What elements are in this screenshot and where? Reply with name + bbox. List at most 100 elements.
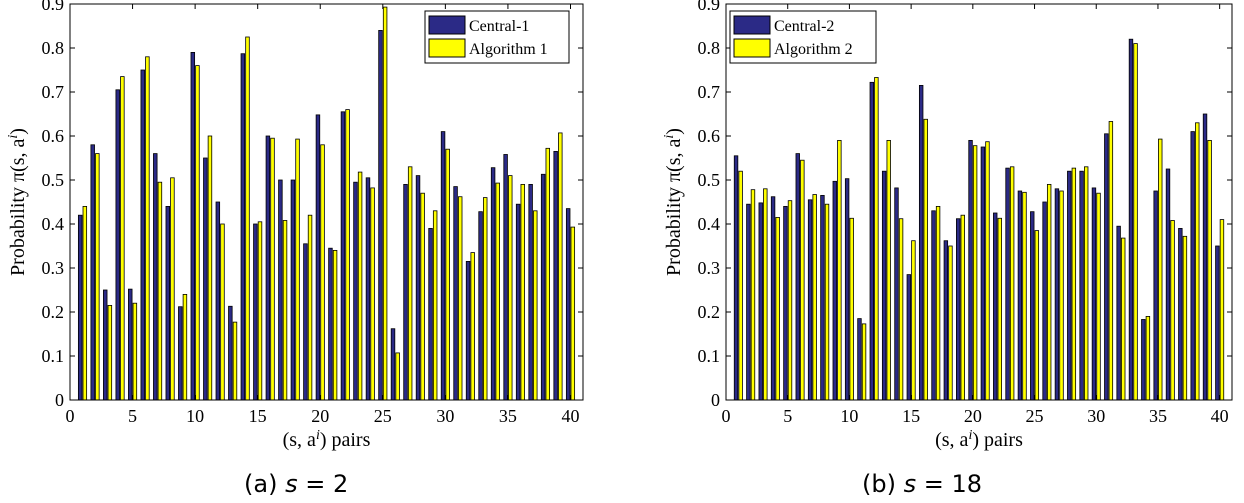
bar-central-3 (758, 202, 763, 401)
bar-algorithm-36 (520, 183, 525, 401)
bar-algorithm-13 (232, 321, 238, 401)
bar-algorithm-29 (432, 210, 438, 401)
bar-algorithm-1 (82, 205, 88, 401)
bar-central-39 (1202, 113, 1208, 401)
bar-central-12 (215, 201, 221, 401)
bar-central-4 (770, 196, 776, 401)
x-tick-label: 30 (1087, 406, 1105, 426)
caption-a-rest: = 2 (297, 470, 349, 498)
bar-central-7 (807, 199, 813, 401)
bar-algorithm-33 (482, 197, 488, 401)
bar-central-25 (1030, 211, 1035, 401)
bar-central-17 (931, 210, 936, 401)
bar-algorithm-3 (763, 188, 768, 401)
bar-central-6 (140, 69, 145, 401)
caption-b-label: (b) (862, 470, 896, 498)
caption-a-label: (a) (244, 470, 278, 498)
y-tick-label: 0.5 (698, 170, 721, 190)
bar-central-5 (783, 205, 788, 401)
bar-central-32 (465, 260, 471, 401)
bar-algorithm-37 (533, 210, 538, 401)
y-tick-label: 0.4 (698, 214, 721, 234)
bar-central-33 (1128, 38, 1134, 401)
bar-central-29 (1079, 170, 1084, 401)
bar-algorithm-7 (157, 181, 163, 401)
bar-central-30 (440, 131, 446, 401)
bar-algorithm-5 (132, 302, 138, 401)
caption-a-var: s (285, 470, 298, 498)
caption-b-var: s (903, 470, 917, 498)
y-tick-label: 0.8 (698, 38, 721, 58)
bar-central-13 (228, 305, 233, 401)
bar-central-8 (165, 205, 171, 401)
bar-central-2 (746, 203, 751, 401)
bar-algorithm-5 (787, 200, 793, 401)
bar-algorithm-12 (220, 223, 225, 401)
bar-central-25 (378, 29, 383, 401)
bar-algorithm-30 (1096, 192, 1101, 401)
bar-algorithm-35 (1158, 138, 1163, 401)
x-tick-label: 20 (311, 406, 329, 426)
y-axis-label: Probability π(s, ai) (662, 128, 686, 276)
figure-canvas: 0 0.1 0.2 0.3 0.4 0.5 0.6 0.7 0.8 0.9 0 5 10 15 20 25 30… (6, 0, 1233, 452)
bar-central-14 (894, 187, 899, 401)
bar-algorithm-29 (1084, 166, 1089, 401)
bar-central-12 (869, 81, 875, 401)
y-axis-label: Probability π(s, ai) (6, 128, 30, 276)
bar-central-9 (832, 180, 837, 401)
legend-swatch-2 (428, 38, 466, 58)
bar-central-14 (240, 53, 246, 401)
bar-algorithm-15 (257, 221, 263, 401)
y-tick-label: 0.1 (698, 346, 721, 366)
bar-algorithm-31 (457, 196, 463, 401)
y-tick-label: 0.1 (42, 346, 65, 366)
bar-algorithm-11 (207, 135, 213, 401)
bar-algorithm-23 (357, 171, 363, 401)
bar-algorithm-1 (738, 170, 743, 401)
bar-central-28 (1067, 170, 1072, 401)
bar-algorithm-4 (120, 76, 125, 401)
bar-algorithm-26 (395, 352, 400, 401)
bar-central-23 (353, 181, 358, 401)
bar-central-24 (365, 177, 371, 401)
bar-central-39 (553, 150, 558, 401)
bar-central-26 (1042, 201, 1047, 401)
bar-central-7 (153, 153, 158, 401)
bar-central-34 (1141, 319, 1146, 401)
bar-algorithm-15 (911, 240, 916, 401)
bar-central-15 (906, 274, 912, 401)
legend-label-2: Algorithm 1 (469, 41, 548, 58)
bar-central-20 (968, 139, 973, 401)
legend-label-1: Central-2 (774, 18, 834, 35)
legend-swatch-1 (428, 15, 466, 35)
bar-central-31 (453, 186, 458, 401)
bar-algorithm-20 (972, 145, 978, 401)
bar-central-10 (190, 52, 196, 401)
bar-central-28 (415, 175, 421, 401)
x-axis-label: (s, ai) pairs (935, 428, 1023, 452)
bar-algorithm-14 (245, 36, 250, 401)
bar-central-21 (980, 146, 986, 401)
x-tick-label: 20 (964, 406, 982, 426)
bar-central-24 (1017, 190, 1023, 401)
bar-algorithm-38 (1195, 122, 1200, 401)
x-tick-label: 35 (499, 406, 517, 426)
bar-algorithm-30 (445, 148, 450, 401)
bar-algorithm-2 (750, 189, 756, 401)
x-axis-label: (s, ai) pairs (283, 428, 371, 452)
bar-algorithm-39 (558, 132, 563, 401)
bar-algorithm-2 (95, 153, 100, 401)
bar-central-19 (956, 218, 961, 401)
y-tick-label: 0.3 (698, 258, 721, 278)
bar-algorithm-38 (545, 147, 550, 401)
bar-central-13 (881, 170, 887, 401)
bar-central-16 (918, 85, 924, 401)
axes-frame (725, 3, 1233, 401)
bar-algorithm-27 (407, 166, 413, 401)
y-tick-label: 0.7 (698, 82, 721, 102)
bar-algorithm-17 (282, 220, 288, 401)
bar-algorithm-27 (1059, 190, 1064, 401)
y-tick-label: 0.2 (42, 302, 65, 322)
bar-central-17 (278, 179, 283, 401)
legend-label-2: Algorithm 2 (774, 41, 853, 58)
